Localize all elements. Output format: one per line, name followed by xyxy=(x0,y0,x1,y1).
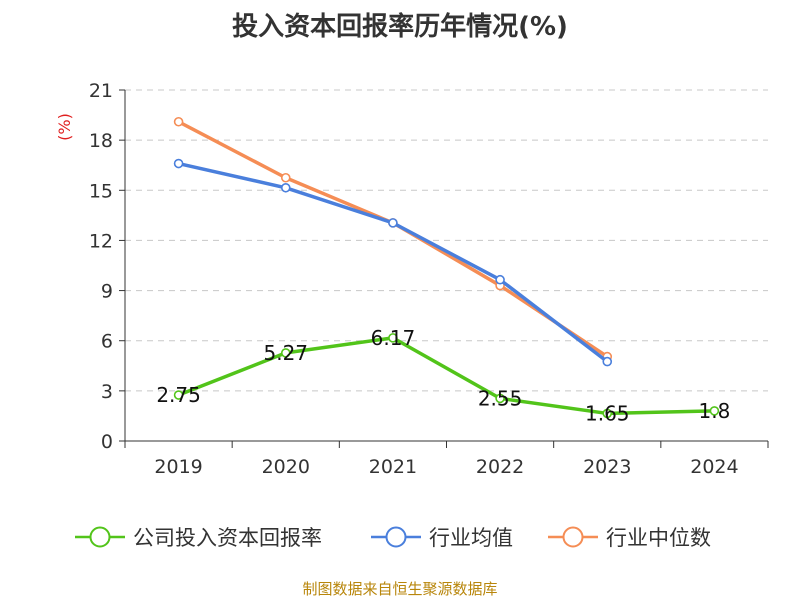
data-label: 5.27 xyxy=(263,341,308,365)
data-point xyxy=(280,172,291,183)
y-tick-label: 18 xyxy=(89,130,113,152)
legend-label: 公司投入资本回报率 xyxy=(133,526,322,550)
data-point xyxy=(388,218,398,228)
data-label: 2.75 xyxy=(156,383,201,407)
chart-title: 投入资本回报率历年情况(%) xyxy=(232,12,568,42)
y-tick-label: 6 xyxy=(101,331,113,353)
grid-lines xyxy=(125,89,768,392)
x-tick-label: 2024 xyxy=(690,456,738,478)
data-point xyxy=(280,348,291,358)
data-point xyxy=(388,333,398,343)
legend-marker xyxy=(385,526,407,548)
data-point xyxy=(602,356,613,367)
legend-label: 行业均值 xyxy=(429,526,513,550)
axes: 0 3 6 9 12 15 18 21 2019 2020 2021 2022 2023 2024 xyxy=(89,80,769,478)
data-point xyxy=(173,116,184,127)
legend-item-0[interactable]: 公司投入资本回报率 xyxy=(75,526,322,550)
series-line xyxy=(177,120,609,359)
source-note: 制图数据来自恒生聚源数据库 xyxy=(302,580,498,598)
legend-marker xyxy=(89,526,111,548)
data-point xyxy=(173,390,184,400)
data-point xyxy=(602,408,613,419)
y-axis-label: (%) xyxy=(55,113,74,141)
legend-marker xyxy=(562,526,584,548)
series-line xyxy=(177,336,715,416)
legend-item-2[interactable]: 行业中位数 xyxy=(548,526,711,550)
x-tick-label: 2021 xyxy=(369,456,417,478)
data-label: 2.55 xyxy=(478,386,523,410)
series-layer: 2.75 5.27 6.17 2.55 1.65 1.8 xyxy=(156,116,730,426)
series-2 xyxy=(173,116,613,362)
legend-item-1[interactable]: 行业均值 xyxy=(371,526,513,550)
x-tick-label: 2019 xyxy=(154,456,202,478)
y-tick-label: 9 xyxy=(101,281,113,303)
x-tick-label: 2023 xyxy=(583,456,631,478)
y-tick-label: 3 xyxy=(101,381,113,403)
x-tick-label: 2020 xyxy=(262,456,310,478)
y-tick-label: 15 xyxy=(89,180,113,202)
x-tick-label: 2022 xyxy=(476,456,524,478)
y-tick-label: 21 xyxy=(89,80,113,102)
data-label: 1.8 xyxy=(699,399,731,423)
data-point xyxy=(495,274,505,285)
data-point xyxy=(280,182,291,193)
data-point xyxy=(173,158,184,169)
data-label: 1.65 xyxy=(585,401,630,425)
data-point xyxy=(709,406,720,416)
legend[interactable]: 公司投入资本回报率 行业均值 行业中位数 xyxy=(75,526,711,550)
data-label: 6.17 xyxy=(371,326,416,350)
y-tick-label: 0 xyxy=(101,431,113,453)
legend-label: 行业中位数 xyxy=(606,526,711,550)
series-0: 2.75 5.27 6.17 2.55 1.65 1.8 xyxy=(156,326,730,426)
series-1 xyxy=(173,158,613,367)
data-point xyxy=(495,393,505,404)
y-tick-label: 12 xyxy=(89,230,113,252)
